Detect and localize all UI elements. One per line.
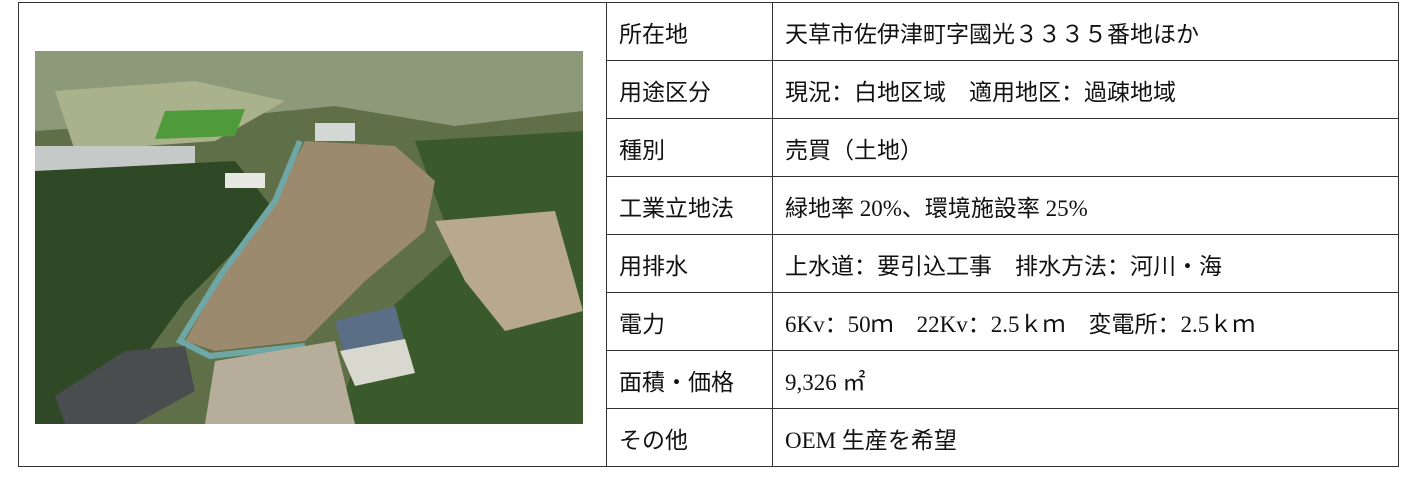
row-value: 天草市佐伊津町字國光３３３５番地ほか <box>772 2 1399 61</box>
table-body: 所在地 天草市佐伊津町字國光３３３５番地ほか 用途区分 現況：白地区域 適用地区：過… <box>18 2 1399 467</box>
table-row: 工業立地法 緑地率 20%、環境施設率 25% <box>19 176 1399 235</box>
row-label: 種別 <box>606 118 773 177</box>
row-value: 現況：白地区域 適用地区：過疎地域 <box>772 60 1399 119</box>
aerial-photo <box>35 51 583 424</box>
row-label: 電力 <box>606 292 773 351</box>
row-label: 工業立地法 <box>606 176 773 235</box>
row-label: その他 <box>606 408 773 467</box>
row-value: 9,326 ㎡ <box>772 350 1399 409</box>
row-value: OEM 生産を希望 <box>772 408 1399 467</box>
table-row: 所在地 天草市佐伊津町字國光３３３５番地ほか <box>18 2 1399 467</box>
row-value: 上水道：要引込工事 排水方法：河川・海 <box>772 234 1399 293</box>
row-value: 売買（土地） <box>772 118 1399 177</box>
row-label: 用途区分 <box>606 60 773 119</box>
property-table: 所在地 天草市佐伊津町字國光３３３５番地ほか 用途区分 現況：白地区域 適用地区：過… <box>18 2 1399 467</box>
table-row: その他 OEM 生産を希望 <box>19 408 1399 467</box>
document: 所在地 天草市佐伊津町字國光３３３５番地ほか 用途区分 現況：白地区域 適用地区：過… <box>18 2 1399 482</box>
photo-cell <box>18 2 607 467</box>
table-row: 用排水 上水道：要引込工事 排水方法：河川・海 <box>19 234 1399 293</box>
table-row: 種別 売買（土地） <box>19 118 1399 177</box>
row-label: 面積・価格 <box>606 350 773 409</box>
row-value: 6Kv：50ｍ 22Kv：2.5ｋｍ 変電所：2.5ｋｍ <box>772 292 1399 351</box>
row-label: 用排水 <box>606 234 773 293</box>
row-label: 所在地 <box>606 2 773 61</box>
row-value: 緑地率 20%、環境施設率 25% <box>772 176 1399 235</box>
